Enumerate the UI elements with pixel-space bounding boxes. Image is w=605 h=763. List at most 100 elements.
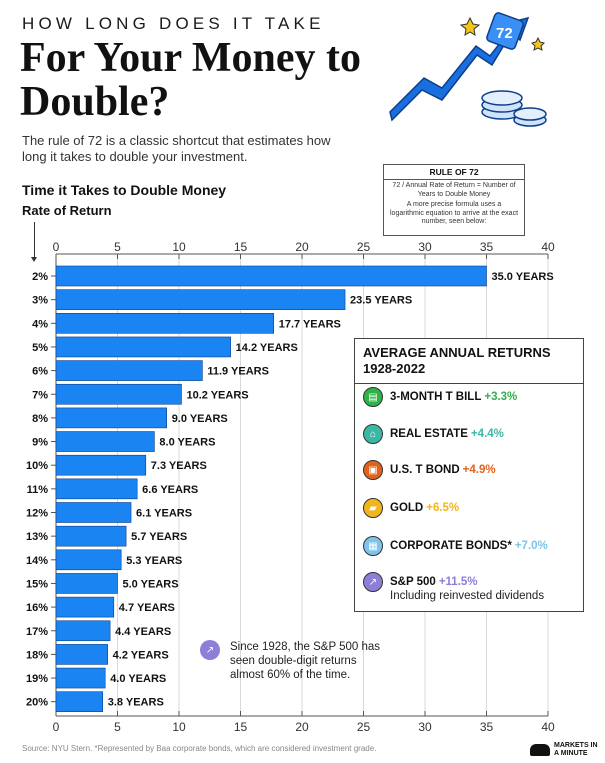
category-label: 15%	[26, 578, 48, 590]
value-label: 8.0 YEARS	[159, 437, 215, 449]
legend-name: 3-MONTH T BILL	[390, 391, 482, 403]
office-building-icon: ▦	[363, 536, 383, 556]
category-label: 18%	[26, 649, 48, 661]
bar	[55, 549, 122, 571]
brand-logo: MARKETS IN A MINUTE	[530, 742, 598, 757]
value-label: 14.2 YEARS	[236, 342, 298, 354]
bar	[55, 620, 111, 642]
value-label: 11.9 YEARS	[207, 366, 269, 378]
value-label: 4.7 YEARS	[119, 602, 175, 614]
value-label: 4.2 YEARS	[113, 649, 169, 661]
value-label: 4.4 YEARS	[115, 626, 171, 638]
x-tick-label-bottom: 0	[53, 720, 60, 734]
category-label: 13%	[26, 531, 48, 543]
legend-name: REAL ESTATE	[390, 428, 468, 440]
rule-of-72-box: RULE OF 72 72 / Annual Rate of Return = …	[383, 164, 525, 236]
bar	[55, 431, 155, 452]
legend-item: ▦ CORPORATE BONDS* +7.0%	[363, 536, 548, 556]
rule-of-72-note: A more precise formula uses a logarithmi…	[390, 201, 519, 225]
bar	[55, 289, 346, 310]
x-tick-label-top: 20	[295, 240, 309, 254]
value-label: 5.7 YEARS	[131, 531, 187, 543]
value-label: 7.3 YEARS	[151, 460, 207, 472]
stock-chart-icon: ↗	[200, 640, 220, 660]
value-label: 6.6 YEARS	[142, 484, 198, 496]
legend-item: ▤ 3-MONTH T BILL +3.3%	[363, 387, 517, 407]
value-label: 4.0 YEARS	[110, 673, 166, 685]
legend-item: ▰ GOLD +6.5%	[363, 498, 459, 518]
value-label: 10.2 YEARS	[186, 389, 248, 401]
callout-text: Since 1928, the S&P 500 has seen double-…	[230, 641, 381, 681]
gold-bar-icon: ▰	[363, 498, 383, 518]
bar	[55, 312, 275, 334]
bond-certificate-icon: ▣	[363, 460, 383, 480]
category-label: 12%	[26, 508, 48, 520]
x-tick-label-top: 10	[172, 240, 186, 254]
y-axis-label: Rate of Return	[22, 203, 112, 218]
callout: ↗ Since 1928, the S&P 500 has seen doubl…	[200, 640, 390, 682]
value-label: 17.7 YEARS	[279, 318, 341, 330]
legend-value: +11.5%	[438, 576, 478, 588]
bar	[55, 407, 167, 429]
x-tick-label-top: 35	[480, 240, 494, 254]
value-label: 6.1 YEARS	[136, 508, 192, 520]
legend-name: S&P 500	[390, 576, 436, 588]
value-label: 23.5 YEARS	[350, 295, 412, 307]
category-label: 19%	[26, 673, 48, 685]
category-label: 2%	[32, 271, 48, 283]
bar	[55, 478, 138, 500]
stock-chart-icon: ↗	[363, 572, 383, 592]
x-tick-label-top: 5	[114, 240, 121, 254]
value-label: 9.0 YEARS	[172, 413, 228, 425]
value-label: 3.8 YEARS	[108, 697, 164, 709]
x-tick-label-top: 0	[53, 240, 60, 254]
x-tick-label-bottom: 20	[295, 720, 309, 734]
x-tick-label-bottom: 15	[234, 720, 248, 734]
bar	[55, 596, 115, 618]
x-tick-label-bottom: 30	[418, 720, 432, 734]
legend-value: +3.3%	[484, 391, 518, 403]
x-tick-label-top: 40	[541, 240, 555, 254]
rule-of-72-title: RULE OF 72	[384, 165, 524, 180]
category-label: 20%	[26, 697, 48, 709]
bar	[55, 383, 182, 405]
kicker: HOW LONG DOES IT TAKE	[22, 14, 325, 33]
rate-arrow	[31, 222, 37, 262]
bar	[55, 502, 132, 523]
category-label: 10%	[26, 460, 48, 472]
legend-item: ⌂ REAL ESTATE +4.4%	[363, 424, 504, 444]
x-tick-label-top: 30	[418, 240, 432, 254]
x-tick-label-top: 25	[357, 240, 371, 254]
value-label: 35.0 YEARS	[492, 271, 554, 283]
legend-value: +4.4%	[470, 428, 504, 440]
category-label: 5%	[32, 342, 48, 354]
bar	[55, 644, 108, 665]
legend-text: U.S. T BOND +4.9%	[390, 460, 496, 477]
legend-item: ▣ U.S. T BOND +4.9%	[363, 460, 496, 480]
treasury-bill-icon: ▤	[363, 387, 383, 407]
bar	[55, 525, 127, 547]
legend-text: S&P 500 +11.5% Including reinvested divide…	[390, 572, 544, 603]
brand-mark-icon	[530, 743, 550, 756]
category-label: 16%	[26, 602, 48, 614]
legend-text: 3-MONTH T BILL +3.3%	[390, 387, 517, 404]
legend-box: AVERAGE ANNUAL RETURNS 1928-2022 ▤ 3-MONT…	[354, 338, 584, 612]
legend-name: GOLD	[390, 502, 424, 514]
bar	[55, 265, 487, 287]
x-tick-label-bottom: 5	[114, 720, 121, 734]
legend-name: U.S. T BOND	[390, 464, 460, 476]
legend-text: CORPORATE BONDS* +7.0%	[390, 536, 548, 553]
legend-value: +4.9%	[462, 464, 496, 476]
bar	[55, 454, 147, 476]
subtitle: The rule of 72 is a classic shortcut tha…	[22, 133, 331, 164]
chart-title: Time it Takes to Double Money	[22, 182, 227, 198]
bar	[55, 573, 118, 594]
category-label: 6%	[32, 366, 48, 378]
rising-arrow-coins-icon: 72	[389, 12, 547, 127]
x-tick-label-bottom: 35	[480, 720, 494, 734]
x-tick-label-top: 15	[234, 240, 248, 254]
house-icon: ⌂	[363, 424, 383, 444]
legend-text: REAL ESTATE +4.4%	[390, 424, 504, 441]
category-label: 9%	[32, 437, 48, 449]
category-label: 4%	[32, 318, 48, 330]
